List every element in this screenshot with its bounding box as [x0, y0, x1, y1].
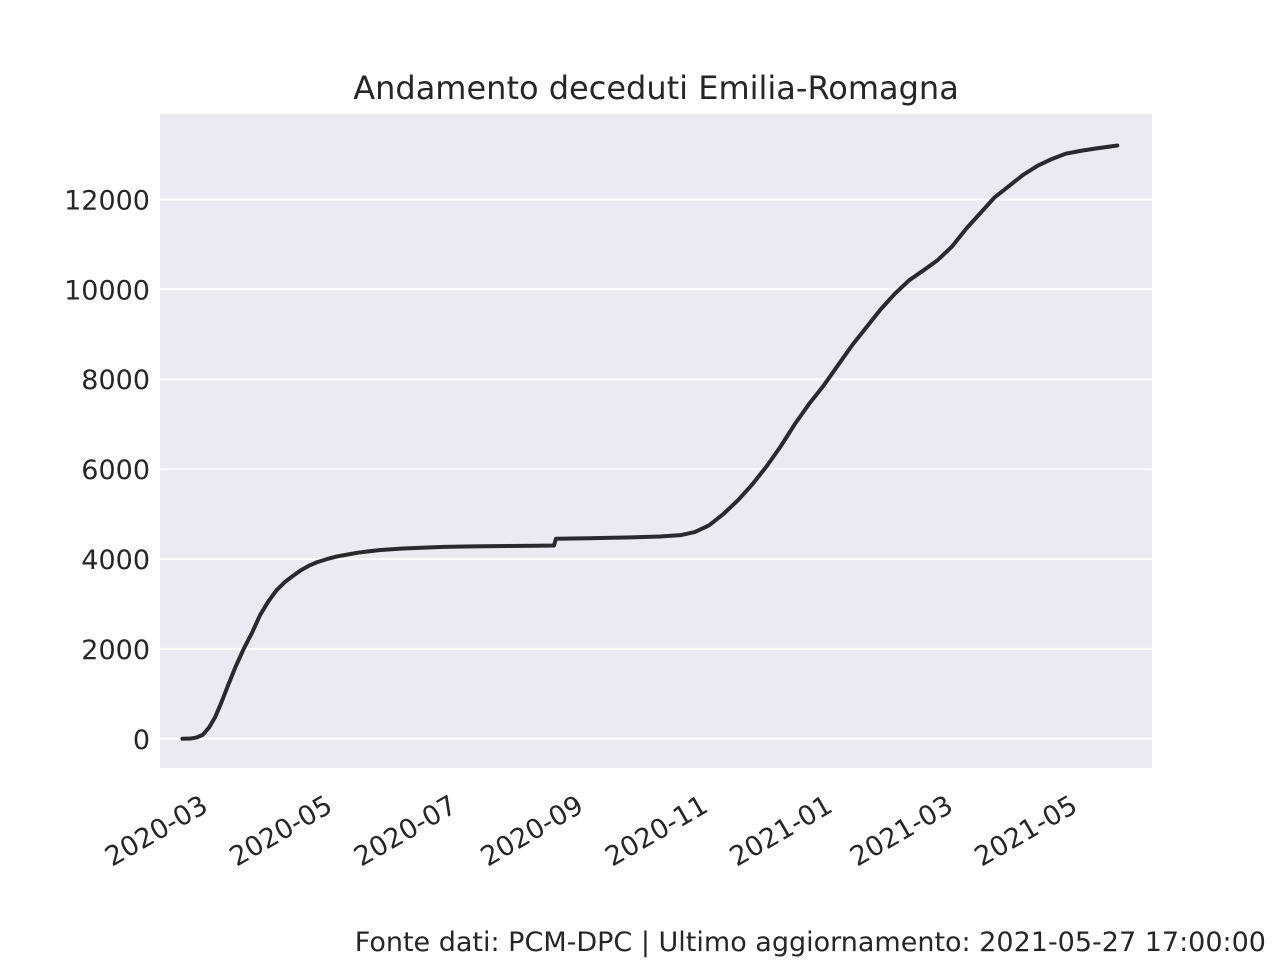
x-tick-label: 2021-03: [845, 790, 958, 873]
x-tick-label: 2020-05: [225, 790, 338, 873]
series-line: [180, 143, 1120, 741]
x-tick-labels: 2020-03 2020-05 2020-07 2020-09 2020-11 2021-…: [100, 790, 1083, 873]
x-tick-label: 2020-09: [476, 790, 589, 873]
y-tick-label: 12000: [64, 185, 150, 216]
series-layer: [180, 143, 1120, 741]
chart-title: Andamento deceduti Emilia-Romagna: [353, 69, 959, 107]
y-tick-label: 0: [133, 725, 150, 756]
y-tick-label: 8000: [81, 365, 150, 396]
footer-source: Fonte dati: PCM-DPC | Ultimo aggiornamen…: [355, 927, 1266, 958]
x-tick-label: 2021-01: [725, 790, 838, 873]
y-tick-label: 10000: [64, 275, 150, 306]
x-tick-label: 2020-07: [349, 790, 462, 873]
y-tick-label: 2000: [81, 635, 150, 666]
y-tick-labels: 0 2000 4000 6000 8000 10000 12000: [64, 185, 150, 755]
y-tick-label: 4000: [81, 545, 150, 576]
plot-background: [160, 114, 1152, 768]
y-tick-label: 6000: [81, 455, 150, 486]
x-tick-label: 2020-03: [100, 790, 213, 873]
x-tick-label: 2021-05: [970, 790, 1083, 873]
x-tick-label: 2020-11: [600, 790, 713, 873]
